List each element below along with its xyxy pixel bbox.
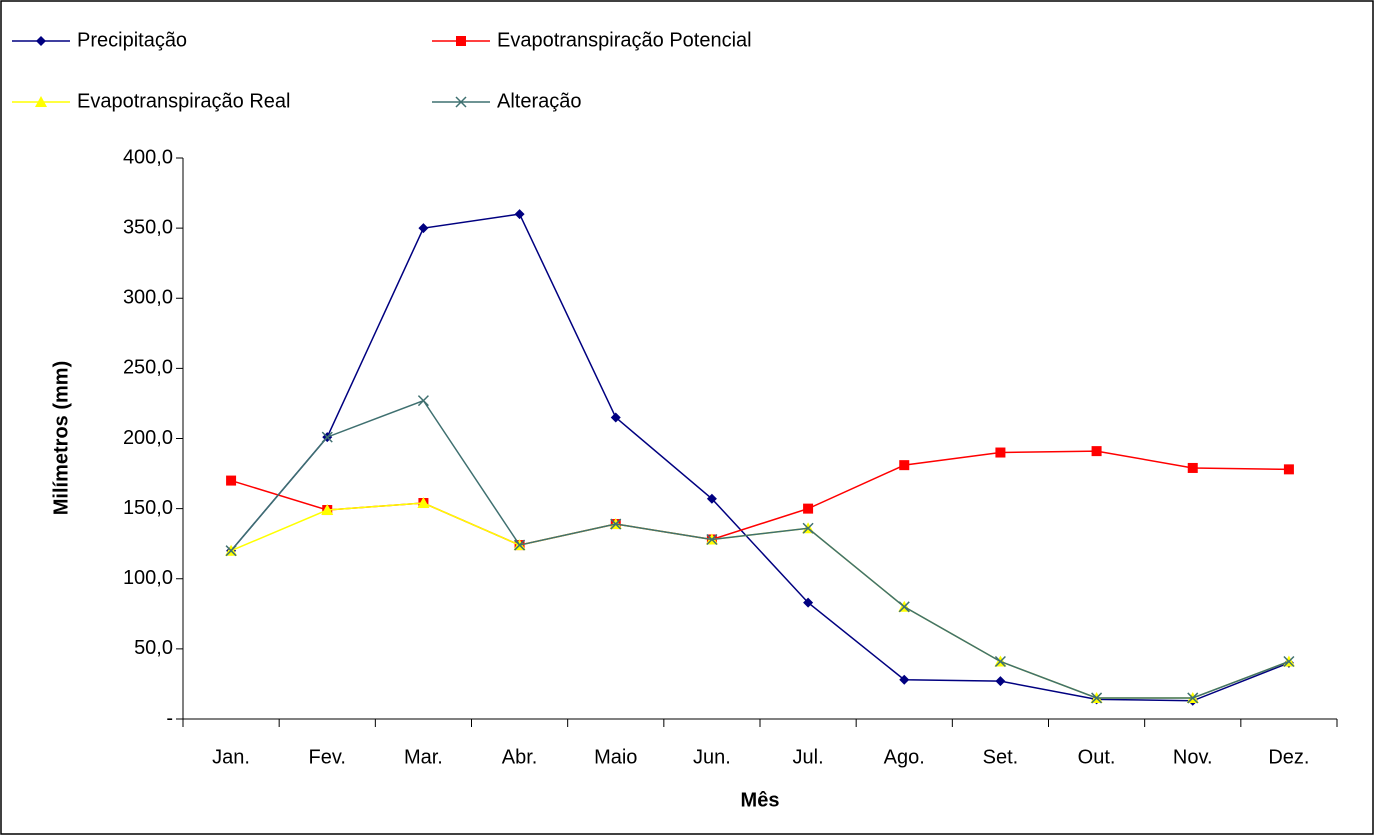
data-point <box>995 676 1006 687</box>
x-tick-label: Dez. <box>1268 746 1309 768</box>
data-point <box>706 493 717 504</box>
legend-label: Alteração <box>497 90 582 112</box>
x-tick-label: Mar. <box>404 746 443 768</box>
data-point <box>610 518 622 530</box>
data-point <box>417 497 430 509</box>
y-axis-title: Milímetros (mm) <box>50 361 72 515</box>
data-point <box>706 533 718 546</box>
legend-marker <box>455 96 467 108</box>
y-tick-label: 50,0 <box>134 637 173 659</box>
data-point <box>1091 692 1103 704</box>
data-point <box>1283 655 1295 668</box>
data-point <box>994 655 1006 668</box>
y-tick-label: 400,0 <box>123 146 173 168</box>
y-tick-label: 200,0 <box>123 427 173 449</box>
y-tick-label: 250,0 <box>123 357 173 379</box>
y-tick-label: - <box>166 707 173 729</box>
series-line <box>230 399 1290 699</box>
legend-label: Evapotranspiração Real <box>77 90 290 112</box>
x-tick-label: Jan. <box>212 746 250 768</box>
data-point <box>1187 462 1198 473</box>
data-point <box>417 395 429 407</box>
data-point <box>1283 464 1294 475</box>
data-point <box>321 504 334 516</box>
y-tick-label: 350,0 <box>123 216 173 238</box>
x-tick-label: Out. <box>1078 746 1116 768</box>
series-line <box>230 213 1290 702</box>
y-tick-label: 150,0 <box>123 497 173 519</box>
legend-label: Precipitação <box>77 29 187 51</box>
data-point <box>226 475 237 486</box>
data-point <box>898 601 910 613</box>
data-point <box>225 545 237 557</box>
data-point <box>802 522 814 534</box>
data-point <box>1091 446 1102 457</box>
x-tick-label: Abr. <box>502 746 538 768</box>
y-tick-label: 300,0 <box>123 287 173 309</box>
data-point <box>995 447 1006 458</box>
legend-marker <box>36 36 46 46</box>
x-tick-label: Jul. <box>793 746 824 768</box>
x-tick-label: Jun. <box>693 746 731 768</box>
data-point <box>899 674 910 685</box>
x-tick-label: Ago. <box>884 746 925 768</box>
x-axis-title: Mês <box>741 789 780 811</box>
data-point <box>899 460 910 471</box>
data-point <box>803 503 814 514</box>
x-tick-label: Set. <box>983 746 1019 768</box>
y-tick-label: 100,0 <box>123 567 173 589</box>
data-point <box>610 412 621 423</box>
legend-marker <box>456 36 466 46</box>
data-point <box>514 209 525 220</box>
data-point <box>321 431 333 443</box>
data-point <box>418 223 429 234</box>
x-tick-label: Fev. <box>309 746 346 768</box>
legend-marker <box>35 96 47 107</box>
data-point <box>1187 692 1199 704</box>
x-tick-label: Nov. <box>1173 746 1213 768</box>
data-point <box>514 539 526 551</box>
legend-label: Evapotranspiração Potencial <box>497 29 752 51</box>
x-tick-label: Maio <box>594 746 637 768</box>
data-point <box>803 597 814 608</box>
